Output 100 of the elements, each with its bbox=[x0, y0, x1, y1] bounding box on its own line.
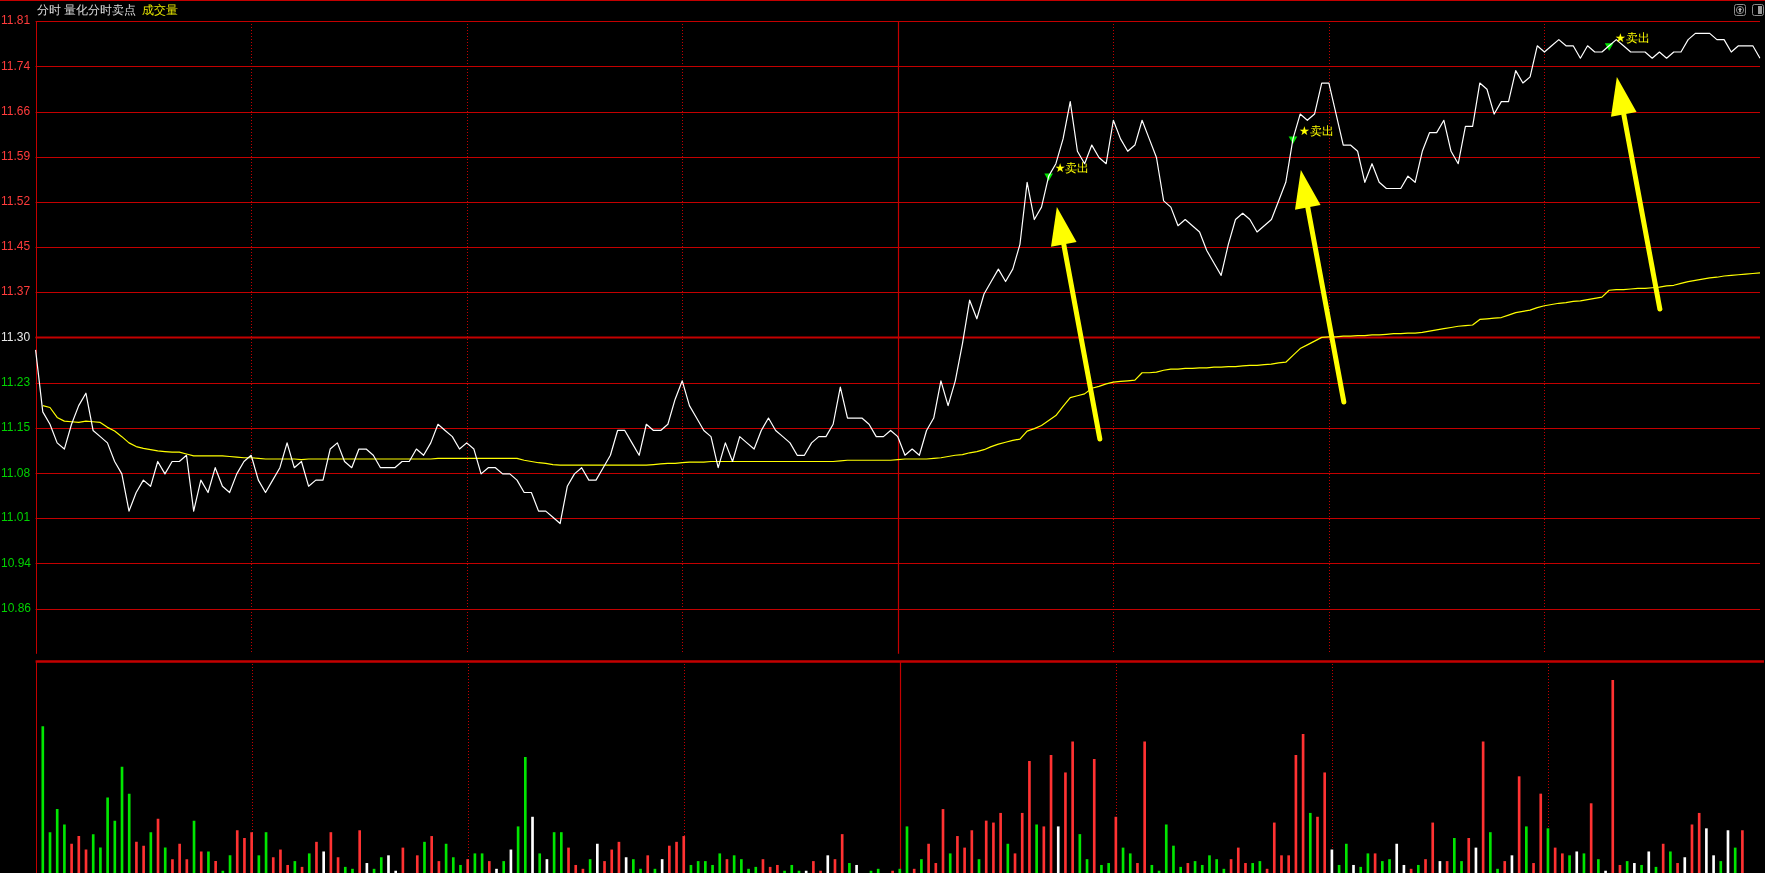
bar bbox=[1244, 863, 1247, 873]
bar bbox=[1741, 830, 1744, 873]
bar bbox=[106, 797, 109, 873]
bar bbox=[91, 834, 95, 873]
bar bbox=[127, 793, 131, 873]
y-tick-label: 11.30 bbox=[1, 329, 31, 344]
bar bbox=[610, 849, 614, 873]
bar bbox=[315, 841, 318, 873]
bar bbox=[307, 853, 311, 873]
y-tick-label: 11.45 bbox=[1, 239, 31, 254]
bar bbox=[1287, 855, 1291, 873]
bar bbox=[171, 859, 174, 873]
bar bbox=[1640, 864, 1643, 873]
bar bbox=[848, 863, 851, 873]
bar bbox=[1035, 824, 1038, 873]
bar bbox=[1359, 866, 1363, 873]
bar bbox=[567, 847, 570, 873]
bar bbox=[970, 830, 974, 873]
bar bbox=[279, 849, 282, 873]
bar bbox=[876, 868, 880, 873]
bar bbox=[1164, 824, 1168, 873]
bar bbox=[1344, 843, 1348, 873]
bar bbox=[271, 857, 275, 873]
bar bbox=[1200, 864, 1204, 873]
bar bbox=[927, 843, 930, 873]
bar bbox=[1128, 853, 1132, 873]
bar bbox=[207, 851, 210, 873]
bar bbox=[1236, 847, 1240, 873]
bar bbox=[1028, 760, 1031, 873]
bar bbox=[1661, 843, 1665, 873]
bar bbox=[1056, 826, 1060, 873]
bar bbox=[495, 868, 498, 873]
bar bbox=[1323, 772, 1327, 873]
y-tick-label: 11.23 bbox=[1, 375, 31, 389]
bar bbox=[1525, 826, 1528, 873]
bar bbox=[351, 868, 354, 873]
bar bbox=[1503, 861, 1507, 873]
bar bbox=[992, 822, 995, 873]
bar bbox=[603, 861, 606, 873]
bar bbox=[1424, 859, 1427, 873]
bar bbox=[1496, 868, 1499, 873]
bar bbox=[783, 870, 786, 873]
y-tick-label: 11.01 bbox=[1, 510, 31, 525]
bar bbox=[1453, 837, 1456, 873]
bar bbox=[1208, 855, 1211, 873]
bar bbox=[912, 868, 916, 873]
bar bbox=[502, 861, 506, 873]
bar bbox=[1100, 864, 1103, 873]
bar bbox=[1388, 859, 1391, 873]
data-label: ★卖出 bbox=[1054, 161, 1090, 176]
bar bbox=[1380, 861, 1384, 873]
bar bbox=[1308, 812, 1312, 873]
bar bbox=[1604, 870, 1607, 873]
bar bbox=[1431, 822, 1435, 873]
bar bbox=[804, 870, 808, 873]
bar bbox=[1676, 863, 1679, 873]
bar bbox=[812, 861, 815, 873]
y-tick-label: 11.74 bbox=[1, 58, 31, 73]
bar bbox=[1352, 864, 1355, 873]
bar bbox=[596, 843, 599, 873]
bar bbox=[668, 845, 671, 873]
bar bbox=[1633, 863, 1636, 873]
bar bbox=[99, 847, 102, 873]
bar bbox=[523, 757, 527, 873]
y-tick-label: 11.81 bbox=[1, 13, 31, 28]
bar bbox=[235, 830, 239, 873]
bar bbox=[41, 726, 45, 873]
chart-subtitle: 成交量 bbox=[142, 3, 179, 17]
bar bbox=[1280, 855, 1283, 873]
bar bbox=[934, 863, 938, 873]
bar bbox=[538, 853, 542, 873]
bar bbox=[840, 834, 844, 873]
bar bbox=[632, 859, 635, 873]
y-tick-label: 10.86 bbox=[1, 600, 32, 615]
bar bbox=[1064, 772, 1067, 873]
bar bbox=[1697, 812, 1701, 873]
bar bbox=[70, 843, 73, 873]
bar bbox=[531, 816, 534, 873]
y-tick-label: 11.66 bbox=[1, 103, 31, 118]
bar bbox=[1416, 864, 1420, 873]
bar bbox=[754, 866, 758, 873]
bar bbox=[948, 853, 952, 873]
bar bbox=[675, 841, 678, 873]
bar bbox=[1611, 679, 1615, 873]
bar bbox=[646, 855, 650, 873]
chart-title: 分时 量化分时卖点 bbox=[37, 3, 137, 17]
bar bbox=[559, 832, 563, 873]
bar bbox=[718, 853, 722, 873]
bar bbox=[768, 866, 772, 873]
bar bbox=[1092, 758, 1096, 873]
bar bbox=[956, 836, 959, 873]
bar bbox=[487, 861, 491, 873]
bar bbox=[1575, 851, 1579, 873]
bar bbox=[243, 837, 246, 873]
bar bbox=[1719, 861, 1723, 873]
bar bbox=[704, 861, 707, 873]
y-tick-label: 11.59 bbox=[1, 149, 31, 164]
bar bbox=[1172, 845, 1175, 873]
bar bbox=[77, 836, 81, 873]
bar bbox=[451, 857, 455, 873]
